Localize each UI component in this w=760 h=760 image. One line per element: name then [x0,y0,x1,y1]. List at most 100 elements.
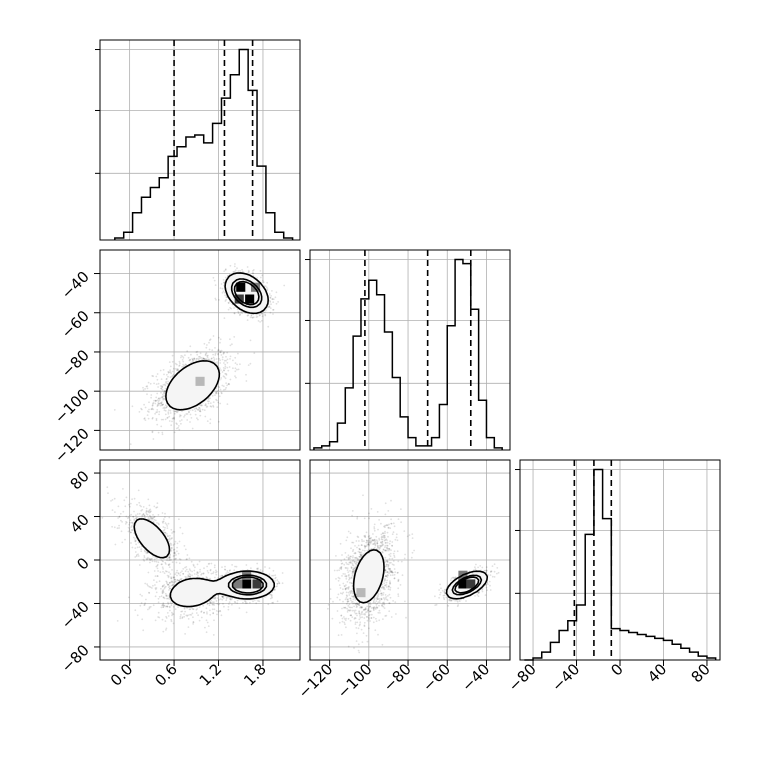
sample-point [161,431,164,434]
sample-point [249,601,251,604]
sample-point [179,414,181,416]
sample-point [182,356,185,359]
density-cell [183,396,188,401]
sample-point [158,413,161,416]
sample-point [168,598,171,600]
density-cell [243,273,248,278]
sample-point [196,571,199,574]
sample-point [179,571,182,574]
sample-point [168,566,171,568]
sample-point [217,389,220,392]
sample-point [221,596,224,598]
sample-point [143,418,146,420]
sample-point [158,595,161,598]
sample-point [149,586,152,589]
sample-point [107,492,109,494]
sample-point [161,404,163,407]
sample-point [156,399,159,402]
sample-point [161,591,164,594]
density-cell [226,293,231,298]
sample-point [129,531,132,534]
sample-point [218,602,220,605]
sample-point [232,271,235,273]
sample-point [149,515,152,518]
sample-point [175,368,177,370]
sample-point [162,602,165,604]
sample-point [172,576,175,579]
sample-point [192,623,195,625]
sample-point [212,335,215,337]
density-cell [213,366,218,371]
sample-point [251,316,254,319]
sample-point [209,609,211,612]
sample-point [209,397,211,400]
sample-point [151,375,154,377]
sample-point [198,406,201,409]
sample-point [143,559,146,562]
sample-point [234,270,236,273]
density-cell [190,386,194,391]
sample-point [229,338,231,341]
sample-point [223,389,225,391]
sample-point [224,367,227,370]
density-cell [263,300,268,304]
sample-point [170,602,173,605]
sample-point [169,609,171,612]
sample-point [270,303,272,306]
sample-point [165,594,167,597]
density-cell [186,373,191,378]
sample-point [192,621,195,623]
density-cell [253,296,258,301]
sample-point [153,515,156,518]
sample-point [155,375,158,378]
sample-point [197,409,199,411]
sample-point [155,581,158,583]
sample-point [161,388,164,391]
sample-point [156,411,159,413]
sample-point [269,311,272,314]
sample-point [143,555,146,557]
sample-point [214,571,217,574]
contour-line [230,278,263,309]
sample-point [162,369,165,371]
sample-point [237,312,240,314]
sample-point [181,610,184,613]
sample-point [135,543,138,546]
sample-point [210,601,212,604]
sample-point [222,385,225,388]
sample-point [215,358,218,360]
sample-point [173,549,175,551]
sample-point [187,575,190,578]
sample-point [216,613,218,616]
sample-point [209,568,212,571]
sample-point [157,514,160,516]
sample-point [130,526,133,528]
sample-point [206,420,209,422]
density-cell [250,290,254,294]
sample-point [164,570,167,572]
sample-point [167,615,170,617]
sample-point [145,557,148,560]
sample-point [170,584,173,587]
sample-point [134,538,136,540]
density-cell [263,303,268,308]
sample-point [161,396,164,398]
sample-point [147,417,150,420]
sample-point [162,560,165,563]
sample-point [143,549,146,552]
sample-point [212,276,215,279]
sample-point [165,377,168,380]
sample-point [212,356,215,359]
sample-point [146,550,148,553]
sample-point [204,403,207,405]
sample-point [164,413,167,416]
sample-point [165,380,168,383]
sample-point [196,563,199,566]
sample-point [169,554,172,557]
sample-point [167,603,170,605]
sample-point [228,383,231,386]
sample-point [208,562,211,565]
density-cell [176,383,181,388]
sample-point [193,358,196,361]
sample-point [168,589,170,591]
